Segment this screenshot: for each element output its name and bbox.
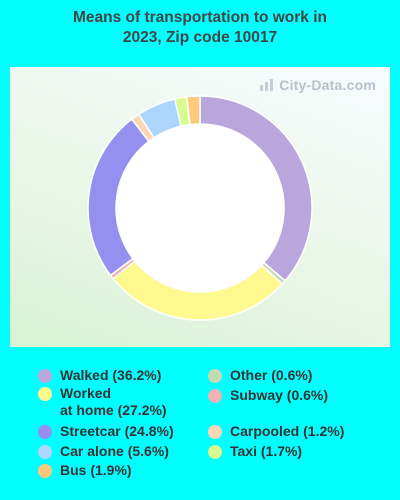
chart-panel: City-Data.com xyxy=(10,67,390,347)
city-data-logo-icon xyxy=(260,79,274,91)
legend-label: Bus (1.9%) xyxy=(60,462,132,479)
legend-label-line: Walked (36.2%) xyxy=(60,367,162,383)
legend-swatch xyxy=(208,425,222,439)
chart-title: Means of transportation to work in 2023,… xyxy=(0,8,400,48)
legend-item-subway: Subway (0.6%) xyxy=(208,387,328,404)
legend-label-line: at home (27.2%) xyxy=(60,402,167,418)
legend-label: Taxi (1.7%) xyxy=(230,443,302,460)
legend-label-line: Streetcar (24.8%) xyxy=(60,423,174,439)
legend-item-other: Other (0.6%) xyxy=(208,367,312,384)
legend-label: Streetcar (24.8%) xyxy=(60,423,174,440)
legend-item-carpooled: Carpooled (1.2%) xyxy=(208,423,344,440)
legend-label: Carpooled (1.2%) xyxy=(230,423,344,440)
legend-item-car-alone: Car alone (5.6%) xyxy=(38,443,169,460)
watermark-text: City-Data.com xyxy=(279,77,376,93)
legend-item-streetcar: Streetcar (24.8%) xyxy=(38,423,174,440)
legend-label: Car alone (5.6%) xyxy=(60,443,169,460)
legend-label: Other (0.6%) xyxy=(230,367,312,384)
donut-chart xyxy=(87,95,313,321)
legend-item-taxi: Taxi (1.7%) xyxy=(208,443,302,460)
legend-swatch xyxy=(208,369,222,383)
legend-swatch xyxy=(208,389,222,403)
legend-swatch xyxy=(38,464,52,478)
legend-label-line: Worked xyxy=(60,385,112,401)
legend-swatch xyxy=(208,445,222,459)
legend-item-bus: Bus (1.9%) xyxy=(38,462,132,479)
legend-label-line: Car alone (5.6%) xyxy=(60,443,169,459)
legend-label: Worked at home (27.2%) xyxy=(60,385,167,419)
watermark: City-Data.com xyxy=(259,77,376,93)
legend-label-line: Taxi (1.7%) xyxy=(230,443,303,459)
legend-label-line: Carpooled (1.2%) xyxy=(230,423,345,439)
donut-hole xyxy=(116,124,284,292)
legend-label-line: Bus (1.9%) xyxy=(60,462,132,478)
legend-swatch xyxy=(38,387,52,401)
donut-slice-bus xyxy=(185,95,201,126)
legend-swatch xyxy=(38,369,52,383)
chart-title-line-2: 2023, Zip code 10017 xyxy=(122,29,278,46)
legend-item-worked-at-home: Worked at home (27.2%) xyxy=(38,385,167,419)
legend-swatch xyxy=(38,425,52,439)
chart-legend: Walked (36.2%) Worked at home (27.2%) Stree… xyxy=(0,363,400,493)
legend-swatch xyxy=(38,445,52,459)
legend-item-walked: Walked (36.2%) xyxy=(38,367,161,384)
legend-label-line: Other (0.6%) xyxy=(230,367,313,383)
legend-label: Subway (0.6%) xyxy=(230,387,328,404)
legend-label-line: Subway (0.6%) xyxy=(230,387,329,403)
legend-label: Walked (36.2%) xyxy=(60,367,161,384)
chart-title-line-1: Means of transportation to work in xyxy=(72,9,328,26)
